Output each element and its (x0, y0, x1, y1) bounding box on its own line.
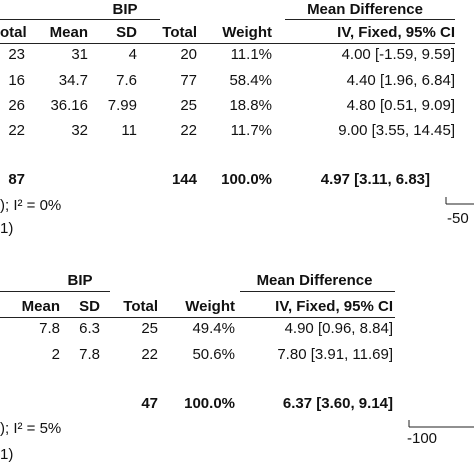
cell-total-a: 22 (8, 122, 25, 139)
overall-effect-text: 1) (0, 446, 14, 463)
col-header-sd-1: SD (116, 24, 137, 41)
cell-weight: 49.4% (192, 320, 235, 337)
cell-total: 25 (141, 320, 158, 337)
cell-total-a: 16 (8, 72, 25, 89)
cell-total-b: 25 (180, 97, 197, 114)
group-header-bip-1: BIP (112, 1, 138, 18)
cell-sd: 7.6 (116, 72, 137, 89)
total-cell-ci: 4.97 [3.11, 6.83] (320, 171, 430, 188)
heterogeneity-text: ); I² = 0% (0, 197, 62, 214)
cell-weight: 11.1% (230, 46, 272, 63)
header-rule-group-1 (0, 19, 160, 20)
cell-total-a: 23 (8, 46, 25, 63)
header-rule-effect-2 (240, 291, 395, 292)
col-header-ci-2: IV, Fixed, 95% CI (275, 298, 393, 315)
col-header-sd-2: SD (79, 298, 100, 315)
cell-ci: 9.00 [3.55, 14.45] (338, 122, 455, 139)
total-cell-weight: 100.0% (221, 171, 272, 188)
cell-total: 22 (141, 346, 158, 363)
col-header-ci-1: IV, Fixed, 95% CI (337, 24, 455, 41)
cell-ci: 4.80 [0.51, 9.09] (346, 97, 455, 114)
cell-weight: 50.6% (192, 346, 235, 363)
cell-sd: 11 (121, 122, 137, 139)
total-cell-total: 47 (141, 395, 158, 412)
total-cell-total-b: 144 (171, 171, 197, 188)
cell-mean: 34.7 (58, 72, 88, 89)
cell-mean: 7.8 (39, 320, 60, 337)
cell-mean: 36.16 (50, 97, 88, 114)
cell-mean: 2 (51, 346, 60, 363)
col-header-mean-1: Mean (49, 24, 88, 41)
col-header-total-2: Total (123, 298, 158, 315)
forest-axis-1 (445, 197, 474, 205)
cell-total-b: 77 (180, 72, 197, 89)
cell-sd: 4 (128, 46, 137, 63)
cell-ci: 4.40 [1.96, 6.84] (346, 72, 455, 89)
group-header-bip-2: BIP (67, 272, 93, 289)
cell-sd: 7.8 (79, 346, 100, 363)
total-cell-weight: 100.0% (184, 395, 235, 412)
header-rule-effect-1 (285, 19, 455, 20)
cell-weight: 18.8% (229, 97, 272, 114)
col-header-total-a-1: otal (0, 24, 27, 41)
cell-mean: 31 (71, 46, 88, 63)
cell-ci: 7.80 [3.91, 11.69] (277, 346, 393, 363)
cell-ci: 4.00 [-1.59, 9.59] (341, 46, 455, 63)
cell-ci: 4.90 [0.96, 8.84] (284, 320, 393, 337)
forest-axis-2 (408, 420, 474, 428)
axis-tick-label: -50 (447, 210, 469, 227)
total-cell-ci: 6.37 [3.60, 9.14] (282, 395, 393, 412)
overall-effect-text: 1) (0, 220, 14, 237)
cell-mean: 32 (71, 122, 88, 139)
col-header-mean-2: Mean (21, 298, 60, 315)
cell-weight: 11.7% (230, 122, 272, 139)
effect-header-1: Mean Difference (307, 1, 423, 18)
col-header-weight-2: Weight (185, 298, 235, 315)
col-header-total-b-1: Total (162, 24, 197, 41)
effect-header-2: Mean Difference (256, 272, 373, 289)
cell-total-b: 20 (180, 46, 197, 63)
col-header-weight-1: Weight (222, 24, 272, 41)
axis-tick-label: -100 (407, 430, 438, 447)
column-header-rule-1 (0, 43, 455, 44)
column-header-rule-2 (0, 317, 395, 318)
total-cell-total-a: 87 (8, 171, 25, 188)
cell-total-b: 22 (180, 122, 197, 139)
cell-weight: 58.4% (229, 72, 272, 89)
cell-sd: 6.3 (79, 320, 100, 337)
heterogeneity-text: ); I² = 5% (0, 420, 62, 437)
header-rule-group-2 (0, 291, 110, 292)
cell-sd: 7.99 (107, 97, 137, 114)
cell-total-a: 26 (8, 97, 25, 114)
